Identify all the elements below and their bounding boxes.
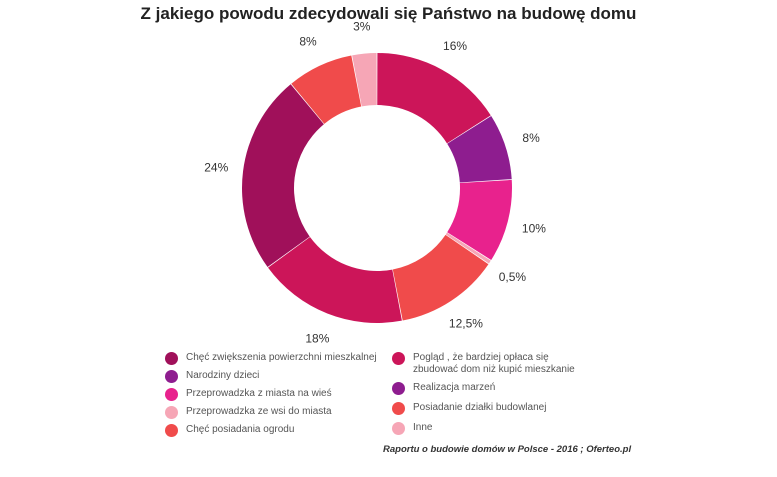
slice-value-label: 3%	[353, 20, 371, 34]
legend-swatch	[392, 402, 405, 415]
legend-label: Chęć zwiększenia powierzchni mieszkalnej	[186, 352, 377, 363]
legend-swatch	[165, 406, 178, 419]
source-note: Raportu o budowie domów w Polsce - 2016 …	[383, 444, 632, 455]
legend-swatch	[165, 388, 178, 401]
legend-label: Narodziny dzieci	[186, 370, 260, 381]
legend-swatch	[165, 352, 178, 365]
slice-value-label: 18%	[305, 332, 329, 346]
donut-slice	[447, 179, 512, 260]
donut-slice	[377, 53, 491, 144]
legend-swatch	[165, 424, 178, 437]
legend-swatch	[392, 382, 405, 395]
donut-slice	[291, 55, 362, 124]
legend-label: Chęć posiadania ogrodu	[186, 424, 295, 435]
legend-swatch	[165, 370, 178, 383]
legend-label: Inne	[413, 422, 433, 433]
legend-label: Realizacja marzeń	[413, 382, 496, 393]
slice-value-label: 12,5%	[449, 316, 483, 330]
legend-label: Przeprowadzka z miasta na wieś	[186, 388, 332, 399]
donut-slice	[445, 232, 491, 264]
donut-slice	[447, 116, 512, 183]
slice-value-label: 0,5%	[499, 270, 527, 284]
legend-label: Przeprowadzka ze wsi do miasta	[186, 406, 332, 417]
legend-swatch	[392, 352, 405, 365]
donut-slice	[392, 234, 489, 321]
donut-slice	[352, 53, 377, 107]
slice-value-label: 24%	[204, 161, 228, 175]
slice-value-label: 8%	[299, 34, 317, 48]
donut-slice	[268, 236, 402, 324]
slice-value-label: 8%	[522, 131, 540, 145]
legend-swatch	[392, 422, 405, 435]
legend-label: Posiadanie działki budowlanej	[413, 402, 547, 413]
donut-chart: 16% 8% 10% 0,5% 12,5% 18% 24% 8% 3%	[204, 20, 546, 346]
slice-value-label: 10%	[522, 221, 546, 235]
legend-label: Pogląd , że bardziej opłaca się zbudować…	[413, 352, 575, 375]
chart-title: Z jakiego powodu zdecydowali się Państwo…	[140, 4, 637, 23]
donut-slice	[242, 84, 324, 268]
slice-value-label: 16%	[443, 39, 467, 53]
